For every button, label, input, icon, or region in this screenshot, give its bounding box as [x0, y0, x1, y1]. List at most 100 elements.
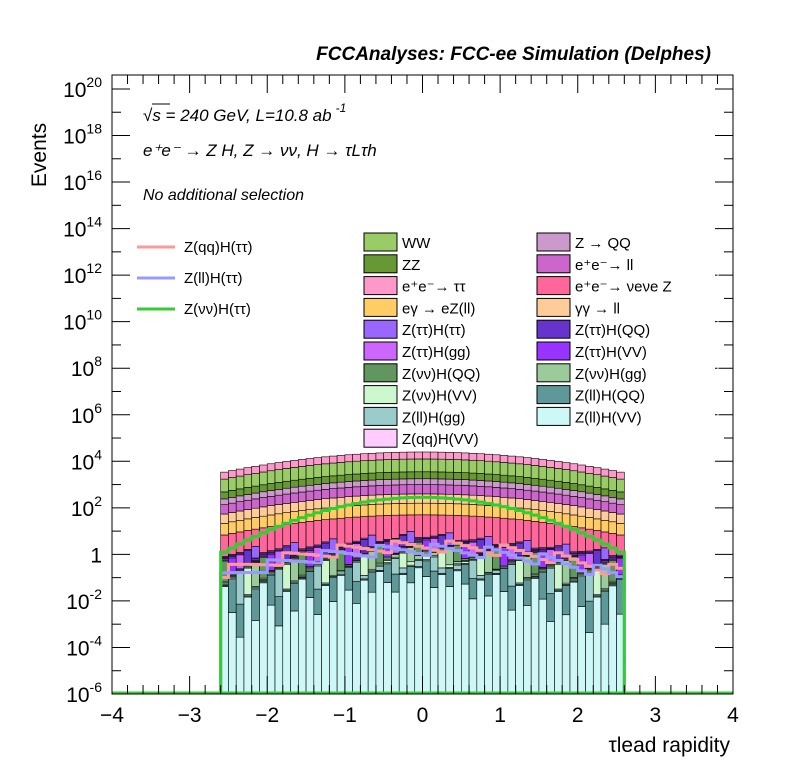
signal-legend-label-1: Z(ll)H(ττ) — [184, 270, 243, 287]
bar-e-e--21 — [383, 452, 392, 460]
bar-e-e-ll-27 — [429, 484, 439, 495]
bar-e-e-ll-23 — [398, 484, 408, 495]
bar-z-ll-h-gg--25 — [414, 560, 423, 567]
bar-z-qq-39 — [523, 484, 532, 491]
bar-z-h-vv--23 — [398, 552, 408, 569]
bar-z-ll-h-vv--16 — [344, 589, 353, 695]
bar-z-ll-h-vv--25 — [414, 567, 423, 695]
bar-e-e--42 — [546, 460, 555, 468]
bar-ww-22 — [391, 459, 400, 473]
bar-e-e--11 — [305, 458, 315, 466]
bar-z-ll-h-vv--23 — [398, 574, 408, 695]
bar-zz-33 — [476, 473, 485, 481]
bar-z-h-qq--10 — [297, 553, 307, 576]
bar--ll-11 — [305, 500, 315, 511]
legend-swatch-18 — [363, 428, 398, 448]
bar-e-e--12 — [313, 457, 322, 465]
bar--ll-6 — [266, 505, 276, 516]
bar-ww-12 — [313, 464, 322, 478]
bar--ll-40 — [530, 500, 540, 511]
bar-zz-17 — [352, 473, 361, 482]
bar-zz-11 — [305, 477, 315, 486]
bar-z-ll-h-vv--20 — [375, 571, 384, 695]
bar-e-e-ll-22 — [391, 484, 400, 495]
bar-e-e-e-e-z-17 — [352, 516, 361, 542]
bar-zz-20 — [375, 472, 384, 480]
bar-z-h-vv--24 — [406, 561, 416, 566]
bar-e-e--49 — [600, 468, 610, 477]
bar-z-ll-h-vv--3 — [243, 596, 253, 695]
x-tick-label-0: −4 — [100, 704, 124, 727]
bar-e-e-ll-37 — [507, 488, 516, 499]
y-axis: 1020 1018 1016 1014 1012 1010 108 106 104 102 1 10-… — [63, 74, 733, 707]
bar-e-e--24 — [406, 451, 416, 460]
bar-e-e-ll-17 — [352, 486, 361, 497]
y-tick-label-9: 102 — [71, 493, 102, 521]
bar-z-ll-h-gg--12 — [313, 565, 322, 590]
bar-zz-40 — [530, 477, 540, 486]
bar-zz-1 — [228, 490, 237, 498]
legend-label-7: γγ → ll — [575, 300, 620, 317]
bar-z-ll-h-qq--7 — [274, 596, 284, 627]
bar--ll-10 — [297, 501, 307, 511]
bar-zz-50 — [608, 490, 617, 498]
bar-e-e-ll-6 — [266, 496, 276, 506]
signal-legend: Z(qq)H(ττ) Z(ll)H(ττ) Z(νν)H(ττ) — [137, 239, 253, 318]
bar-zz-51 — [616, 491, 625, 500]
bar-z-qq-15 — [336, 481, 346, 489]
bar-zz-19 — [367, 472, 377, 481]
bar-ww-27 — [429, 458, 439, 473]
bar-z-ll-h-vv--22 — [391, 591, 400, 695]
bar-e-e--7 — [274, 462, 284, 470]
bar-e-e-ll-25 — [414, 484, 423, 495]
bar-zz-18 — [360, 473, 369, 481]
bar-z-qq-1 — [228, 497, 237, 504]
bar-z-ll-h-vv--45 — [569, 581, 579, 695]
bar-ww-23 — [398, 458, 408, 473]
bar-e-e-e-e-z-15 — [336, 517, 346, 546]
bar-e-e--33 — [476, 453, 485, 462]
bar-zz-3 — [243, 487, 253, 495]
legend-label-18: Z(qq)H(VV) — [402, 431, 479, 448]
bar-e-ez-ll--32 — [468, 504, 478, 517]
bar-ww-6 — [266, 470, 276, 484]
bar-e-e-e-e-z-9 — [290, 522, 299, 543]
bar-ww-4 — [251, 472, 260, 487]
chart-title: FCCAnalyses: FCC-ee Simulation (Delphes) — [316, 44, 711, 65]
bar-z-ll-h-vv--44 — [561, 614, 571, 695]
signal-legend-label-2: Z(νν)H(ττ) — [184, 301, 251, 318]
bar-e-e--23 — [398, 451, 408, 460]
bar-z-ll-h-vv--12 — [313, 614, 322, 695]
bar--ll-50 — [608, 512, 617, 523]
bar-z-h-vv--33 — [476, 556, 485, 576]
bar-e-e-ll-24 — [406, 484, 416, 495]
bar-zz-46 — [577, 484, 586, 493]
bar-e-e--2 — [235, 468, 245, 477]
bar-e-e-e-e-z-12 — [313, 520, 322, 546]
bar-z-qq-9 — [290, 486, 299, 494]
bar-z-ll-h-vv--11 — [305, 597, 315, 695]
bar-e-e--17 — [352, 453, 361, 462]
bar-z-ll-h-vv--21 — [383, 582, 392, 695]
energy-label: √s = 240 GeV, L=10.8 ab -1 — [143, 101, 346, 125]
bar-e-ez-ll--49 — [600, 519, 610, 533]
bar-e-e-ll-5 — [259, 497, 268, 508]
bar-z-ll-h-qq--27 — [429, 570, 439, 588]
bar-e-ez-ll--22 — [391, 503, 400, 516]
bar-ww-11 — [305, 465, 315, 479]
bar-e-e-ll-33 — [476, 486, 485, 496]
bar-e-e--48 — [592, 467, 602, 475]
bar-z-ll-h-vv--19 — [367, 591, 377, 695]
bar-e-e--9 — [290, 460, 299, 468]
bar-z-ll-h-gg--15 — [336, 571, 346, 575]
bar-z-qq-17 — [352, 480, 361, 488]
bar-z-qq-19 — [367, 479, 377, 487]
bar-e-e-e-e-z-38 — [515, 519, 524, 543]
bar-e-e--28 — [437, 451, 447, 460]
bar-zz-48 — [592, 487, 602, 495]
bar-ww-44 — [561, 469, 571, 483]
bar-ww-51 — [616, 478, 625, 493]
bar-zz-31 — [461, 472, 470, 480]
bar-e-e-ll-31 — [461, 485, 470, 496]
bar-z-ll-h-vv--17 — [352, 603, 361, 695]
